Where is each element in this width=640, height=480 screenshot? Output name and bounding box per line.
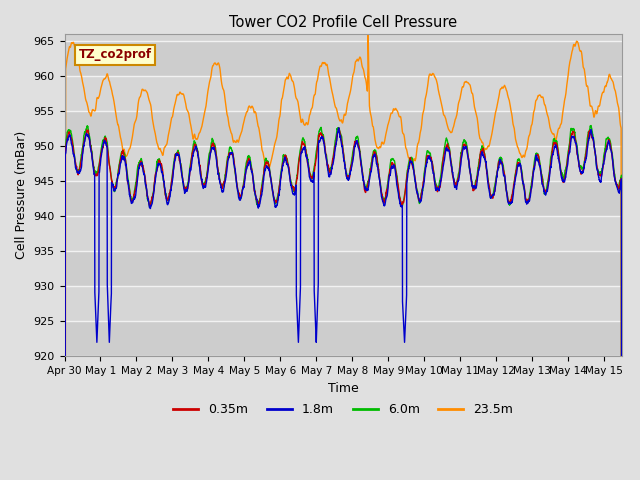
Bar: [65, 321, 622, 356]
X-axis label: Time: Time: [328, 382, 358, 395]
Bar: [65, 216, 622, 251]
Bar: [65, 146, 622, 181]
Y-axis label: Cell Pressure (mBar): Cell Pressure (mBar): [15, 131, 28, 259]
Bar: [65, 181, 622, 216]
Text: TZ_co2prof: TZ_co2prof: [79, 48, 152, 61]
Legend: 0.35m, 1.8m, 6.0m, 23.5m: 0.35m, 1.8m, 6.0m, 23.5m: [168, 398, 518, 421]
Bar: [65, 111, 622, 146]
Title: Tower CO2 Profile Cell Pressure: Tower CO2 Profile Cell Pressure: [229, 15, 458, 30]
Bar: [65, 41, 622, 76]
Bar: [65, 286, 622, 321]
Bar: [65, 76, 622, 111]
Bar: [65, 251, 622, 286]
